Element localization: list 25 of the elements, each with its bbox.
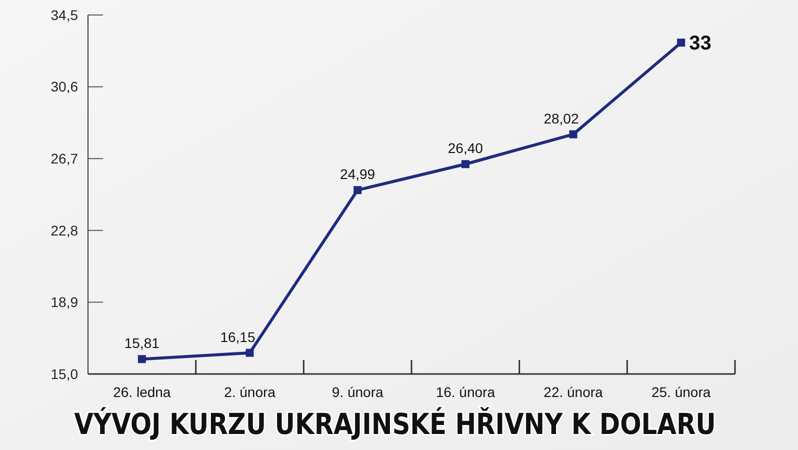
y-tick-label: 26,7 [50,150,78,166]
x-tick-label: 16. února [436,384,496,400]
x-tick-label: 25. února [651,384,711,400]
point [246,348,254,357]
y-tick-label: 22,8 [50,222,78,238]
point [354,186,362,194]
data-label: 24,99 [340,166,376,182]
data-label: 33 [689,32,712,55]
x-tick-label: 22. února [544,384,604,400]
point [138,355,146,364]
point [569,130,578,138]
point [677,38,686,47]
data-label: 26,40 [448,140,484,156]
y-tick-label: 30,6 [50,78,78,95]
y-tick-label: 18,9 [50,294,78,310]
y-tick-label: 34,5 [50,6,78,23]
x-tick-label: 2. února [224,384,276,400]
text: VÝVOJ KURZU UKRAJINSKÉ HŘIVNY K DOLARU [74,406,716,442]
data-label: 28,02 [544,110,579,126]
data-label: 16,15 [220,328,256,345]
data-label: 15,81 [124,335,160,352]
x-tick-label: 9. února [332,384,384,400]
point [461,160,470,168]
y-tick-label: 15,0 [50,366,78,382]
x-tick-label: 26. ledna [113,384,171,400]
